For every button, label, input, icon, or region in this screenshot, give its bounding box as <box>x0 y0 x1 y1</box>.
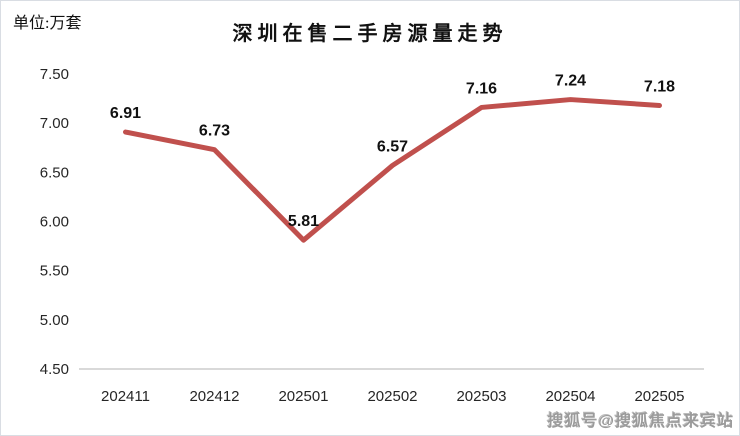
y-axis-tick: 6.00 <box>40 214 69 231</box>
data-label: 6.73 <box>199 123 230 140</box>
y-axis-tick: 7.00 <box>40 115 69 132</box>
data-label: 5.81 <box>288 213 319 230</box>
data-label: 6.91 <box>110 105 141 122</box>
x-axis-tick: 202411 <box>101 388 150 405</box>
x-axis-tick: 202504 <box>545 388 595 405</box>
chart-title: 深圳在售二手房源量走势 <box>232 23 508 45</box>
x-axis-tick: 202503 <box>456 388 506 405</box>
x-axis-tick: 202412 <box>189 388 239 405</box>
data-label: 7.24 <box>555 73 586 90</box>
x-axis-tick: 202505 <box>634 388 684 405</box>
y-axis-tick: 6.50 <box>40 164 69 181</box>
y-axis-tick: 5.00 <box>40 312 69 329</box>
y-axis-tick: 5.50 <box>40 263 69 280</box>
data-label: 7.16 <box>466 80 497 97</box>
trend-line <box>123 97 662 243</box>
unit-label: 单位:万套 <box>13 15 82 32</box>
data-label: 7.18 <box>644 78 675 95</box>
y-axis-tick: 4.50 <box>40 361 69 378</box>
y-axis-tick: 7.50 <box>40 66 69 83</box>
x-axis-tick: 202501 <box>278 388 328 405</box>
data-label: 6.57 <box>377 138 408 155</box>
watermark: 搜狐号@搜狐焦点来宾站 <box>547 413 734 430</box>
x-axis-tick: 202502 <box>367 388 417 405</box>
